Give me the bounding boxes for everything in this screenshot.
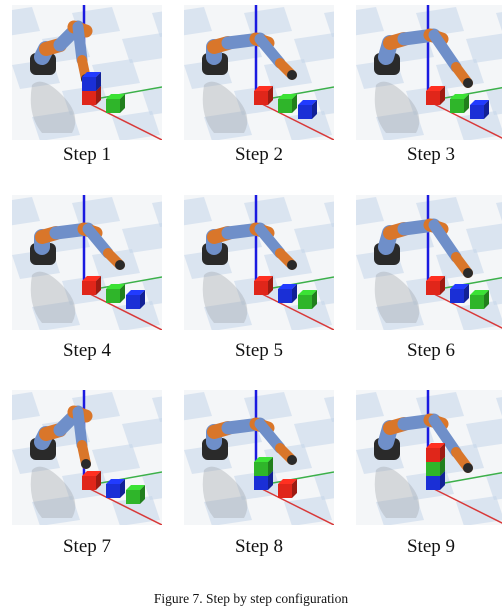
red-cube	[426, 443, 445, 462]
green-cube	[470, 290, 489, 309]
red-cube	[254, 276, 273, 295]
red-cube	[278, 479, 297, 498]
blue-cube	[450, 284, 469, 303]
robot-scene-render	[356, 390, 502, 525]
green-cube	[254, 457, 273, 476]
step-panel	[12, 390, 162, 525]
robot-scene-render	[184, 195, 334, 330]
green-cube	[126, 485, 145, 504]
robot-scene-render	[184, 5, 334, 140]
end-effector	[463, 463, 473, 473]
end-effector	[115, 260, 125, 270]
blue-cube	[298, 100, 317, 119]
step-panel	[184, 5, 334, 140]
step-label: Step 8	[184, 536, 334, 558]
robot-scene-render	[12, 390, 162, 525]
end-effector	[287, 70, 297, 80]
robot-scene-render	[356, 5, 502, 140]
red-cube	[426, 276, 445, 295]
step-panel	[356, 195, 502, 330]
step-label: Step 5	[184, 340, 334, 362]
green-cube	[106, 284, 125, 303]
step-label: Step 2	[184, 144, 334, 166]
end-effector	[463, 78, 473, 88]
step-panel	[12, 5, 162, 140]
blue-cube	[106, 479, 125, 498]
blue-cube	[278, 284, 297, 303]
step-panel	[184, 390, 334, 525]
green-cube	[450, 94, 469, 113]
end-effector	[463, 268, 473, 278]
robot-scene-render	[12, 195, 162, 330]
step-label: Step 4	[12, 340, 162, 362]
green-cube	[106, 94, 125, 113]
step-label: Step 7	[12, 536, 162, 558]
red-cube	[426, 86, 445, 105]
step-label: Step 9	[356, 536, 502, 558]
step-panel	[184, 195, 334, 330]
red-cube	[82, 276, 101, 295]
blue-cube	[82, 72, 101, 91]
blue-cube	[126, 290, 145, 309]
end-effector	[287, 260, 297, 270]
step-label: Step 1	[12, 144, 162, 166]
step-label: Step 6	[356, 340, 502, 362]
robot-scene-render	[184, 390, 334, 525]
robot-scene-render	[356, 195, 502, 330]
step-panel	[12, 195, 162, 330]
green-cube	[278, 94, 297, 113]
blue-cube	[470, 100, 489, 119]
red-cube	[254, 86, 273, 105]
figure-caption: Figure 7. Step by step configuration	[0, 591, 502, 607]
step-panel	[356, 5, 502, 140]
step-label: Step 3	[356, 144, 502, 166]
end-effector	[81, 459, 91, 469]
robot-scene-render	[12, 5, 162, 140]
green-cube	[298, 290, 317, 309]
end-effector	[287, 455, 297, 465]
step-panel	[356, 390, 502, 525]
red-cube	[82, 471, 101, 490]
